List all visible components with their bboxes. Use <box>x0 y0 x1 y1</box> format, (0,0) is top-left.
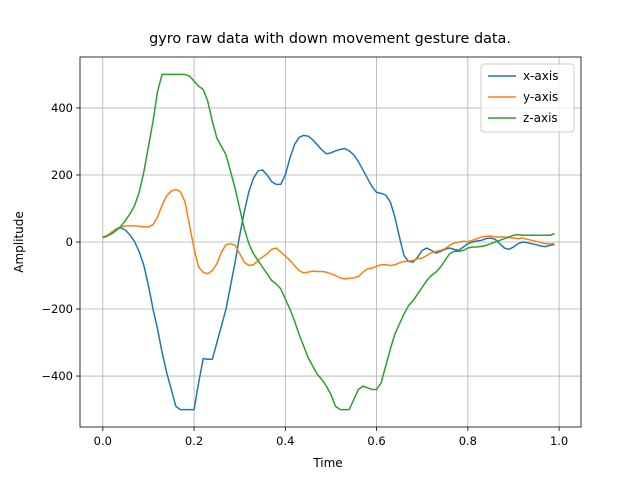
x-tick-label: 1.0 <box>550 434 568 448</box>
y-tick-label: 400 <box>51 101 73 115</box>
x-tick-label: 0.2 <box>185 434 203 448</box>
y-tick-label: −200 <box>41 302 73 316</box>
axes-frame <box>79 56 582 428</box>
x-tick-label: 0.4 <box>276 434 294 448</box>
x-tick-label: 0.0 <box>94 434 112 448</box>
y-tick-label: 0 <box>66 235 73 249</box>
x-axis-label: Time <box>312 456 342 470</box>
legend-label: y-axis <box>523 90 558 104</box>
series-line <box>102 134 555 411</box>
legend-label: x-axis <box>523 69 558 83</box>
series-line <box>102 188 555 280</box>
legend-box <box>480 63 575 133</box>
chart-title: gyro raw data with down movement gesture… <box>149 31 511 47</box>
legend-label: z-axis <box>523 111 558 125</box>
x-tick-label: 0.6 <box>367 434 385 448</box>
series-line <box>102 73 555 411</box>
x-tick-label: 0.8 <box>459 434 477 448</box>
y-tick-label: −400 <box>41 369 73 383</box>
y-axis-label: Amplitude <box>12 211 26 273</box>
y-tick-label: 200 <box>51 168 73 182</box>
